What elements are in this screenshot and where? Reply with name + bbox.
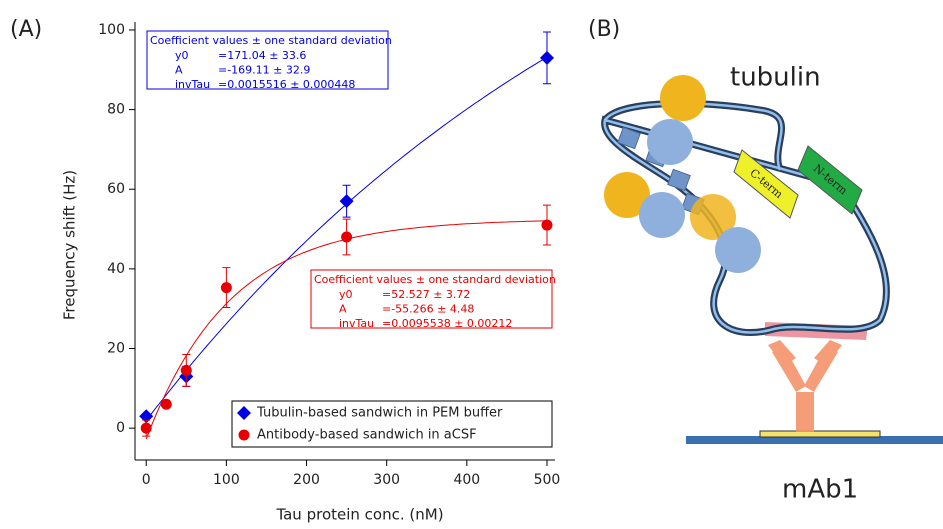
fit-header: Coefficient values ± one standard deviat… [150, 34, 392, 47]
y-tick-label: 20 [107, 341, 125, 357]
data-point [221, 282, 232, 293]
panel-label: (B) [588, 17, 620, 42]
data-point [541, 220, 552, 231]
diagram: (B) tubulin C-term [588, 17, 943, 505]
fit-coef-name: y0 [339, 288, 353, 301]
fit-coef-value: =52.527 ± 3.72 [382, 288, 470, 301]
fit-coef-name: y0 [175, 49, 189, 62]
fit-coef-value: =0.0015516 ± 0.000448 [218, 78, 355, 91]
data-point [341, 232, 352, 243]
fit-coef-value: =-55.266 ± 4.48 [382, 303, 474, 316]
legend-label: Tubulin-based sandwich in PEM buffer [256, 406, 503, 421]
y-tick-label: 60 [107, 181, 125, 197]
y-tick-label: 40 [107, 261, 125, 277]
figure: (A) Tau protein conc. (nM) Frequency shi… [0, 0, 943, 525]
plot: 0 20 40 60 80 100 0 100 200 300 400 500 Coefficient … [98, 22, 560, 488]
x-tick-label: 200 [293, 472, 320, 488]
x-tick-label: 500 [534, 472, 561, 488]
data-point [340, 194, 354, 208]
x-axis-label: Tau protein conc. (nM) [275, 506, 443, 524]
y-tick-label: 100 [98, 22, 125, 38]
data-point [161, 399, 172, 410]
x-tick-label: 300 [373, 472, 400, 488]
data-point [540, 51, 554, 65]
y-axis-label: Frequency shift (Hz) [61, 170, 79, 320]
antibody [768, 340, 842, 432]
panel-label: (A) [10, 17, 42, 42]
y-tick-label: 80 [107, 102, 125, 118]
legend-label: Antibody-based sandwich in aCSF [257, 428, 477, 443]
legend-marker [239, 430, 250, 441]
x-tick-label: 0 [142, 472, 151, 488]
fit-coef-name: A [175, 64, 183, 77]
fit-coef-value: =171.04 ± 33.6 [218, 49, 306, 62]
antibody-label: mAb1 [782, 475, 858, 505]
fit-coef-name: A [339, 303, 347, 316]
x-tick-label: 400 [453, 472, 480, 488]
y-tick-label: 0 [116, 420, 125, 436]
fit-coef-value: =-169.11 ± 32.9 [218, 64, 310, 77]
x-tick-label: 100 [213, 472, 240, 488]
substrate [760, 431, 880, 437]
fit-header: Coefficient values ± one standard deviat… [314, 273, 556, 286]
diagram-title: tubulin [730, 63, 821, 93]
data-point [181, 365, 192, 376]
fit-coef-value: =0.0095538 ± 0.00212 [382, 317, 512, 330]
fit-coef-name: invTau [339, 317, 374, 330]
data-point [141, 423, 152, 434]
fit-coef-name: invTau [175, 78, 210, 91]
